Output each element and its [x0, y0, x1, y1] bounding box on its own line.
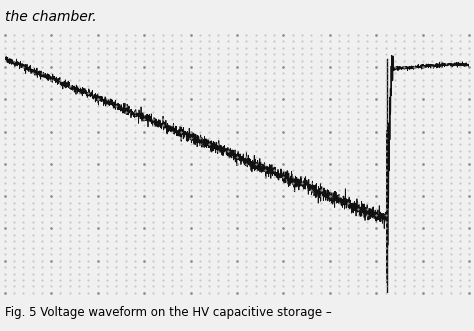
- Text: the chamber.: the chamber.: [5, 10, 96, 24]
- Text: Fig. 5 Voltage waveform on the HV capacitive storage –: Fig. 5 Voltage waveform on the HV capaci…: [5, 306, 331, 319]
